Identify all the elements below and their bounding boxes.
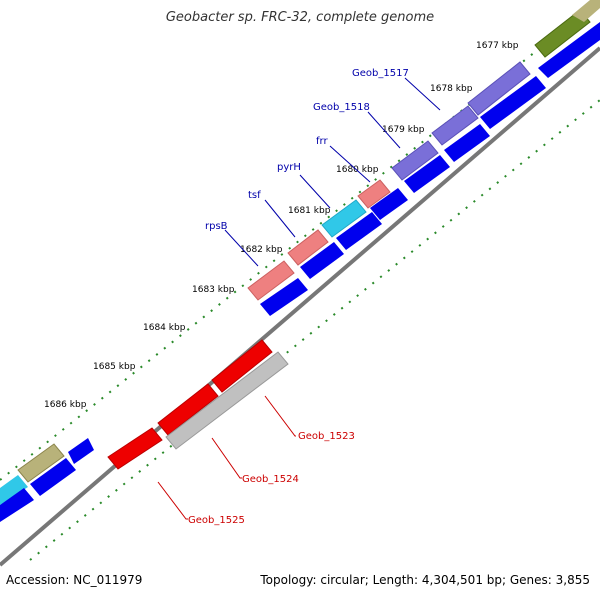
gene-label: Geob_1523 xyxy=(298,431,355,442)
gene-labels: Geob_1517 Geob_1518 frr pyrH tsf rpsB Ge… xyxy=(188,68,409,526)
gene-blue[interactable] xyxy=(300,242,344,279)
gene-khaki-top[interactable] xyxy=(572,0,600,22)
gene-frr[interactable] xyxy=(391,140,439,181)
gene-grey[interactable] xyxy=(165,351,289,450)
gene-pyrh[interactable] xyxy=(357,179,391,209)
reverse-genes xyxy=(0,22,600,522)
genome-backbone xyxy=(0,46,600,567)
tick-label: 1686 kbp xyxy=(44,400,87,410)
gene-cyan-left[interactable] xyxy=(0,475,28,505)
tick-label: 1677 kbp xyxy=(476,41,519,51)
gene-geob-1525[interactable] xyxy=(107,427,163,470)
gene-blue[interactable] xyxy=(0,488,34,522)
tick-label: 1679 kbp xyxy=(382,125,425,135)
gene-blue[interactable] xyxy=(444,124,490,162)
gene-label: Geob_1524 xyxy=(242,474,299,485)
forward-genes xyxy=(0,0,600,505)
gene-geob-1517[interactable] xyxy=(467,61,531,116)
gene-tsf[interactable] xyxy=(321,199,367,238)
genome-summary-text: Topology: circular; Length: 4,304,501 bp… xyxy=(260,573,590,587)
gene-blue[interactable] xyxy=(68,438,94,464)
tick-label: 1683 kbp xyxy=(192,285,235,295)
gene-label: Geob_1517 xyxy=(352,68,409,79)
gene-pink-lower[interactable] xyxy=(247,260,295,301)
gene-label: tsf xyxy=(248,190,261,201)
tick-label: 1682 kbp xyxy=(240,245,283,255)
gene-geob-1524[interactable] xyxy=(157,383,219,436)
gene-label: frr xyxy=(316,136,328,147)
gene-blue[interactable] xyxy=(370,188,408,220)
gene-label: Geob_1525 xyxy=(188,515,245,526)
gene-blue[interactable] xyxy=(336,212,382,250)
tick-label: 1678 kbp xyxy=(430,84,473,94)
inner-tick-track xyxy=(29,99,600,561)
tick-label: 1684 kbp xyxy=(143,323,186,333)
gene-geob-1523[interactable] xyxy=(211,339,273,393)
gene-blue[interactable] xyxy=(480,76,546,129)
gene-blue[interactable] xyxy=(538,22,600,78)
tick-label: 1681 kbp xyxy=(288,206,331,216)
gene-blue[interactable] xyxy=(260,278,308,316)
tick-label: 1685 kbp xyxy=(93,362,136,372)
gene-label: pyrH xyxy=(277,162,301,173)
gene-label: Geob_1518 xyxy=(313,102,370,113)
gene-geob-1518[interactable] xyxy=(431,105,479,146)
gene-rpsb[interactable] xyxy=(287,229,329,266)
map-title: Geobacter sp. FRC-32, complete genome xyxy=(165,10,435,25)
gene-khaki-left[interactable] xyxy=(17,443,65,483)
gene-blue[interactable] xyxy=(30,458,76,496)
label-leaders xyxy=(157,77,441,520)
gene-blue[interactable] xyxy=(404,155,450,193)
kbp-tick-labels: 1677 kbp 1678 kbp 1679 kbp 1680 kbp 1681… xyxy=(44,41,519,410)
accession-text: Accession: NC_011979 xyxy=(6,573,143,587)
gene-label: rpsB xyxy=(205,221,228,232)
gene-olive[interactable] xyxy=(534,9,591,58)
